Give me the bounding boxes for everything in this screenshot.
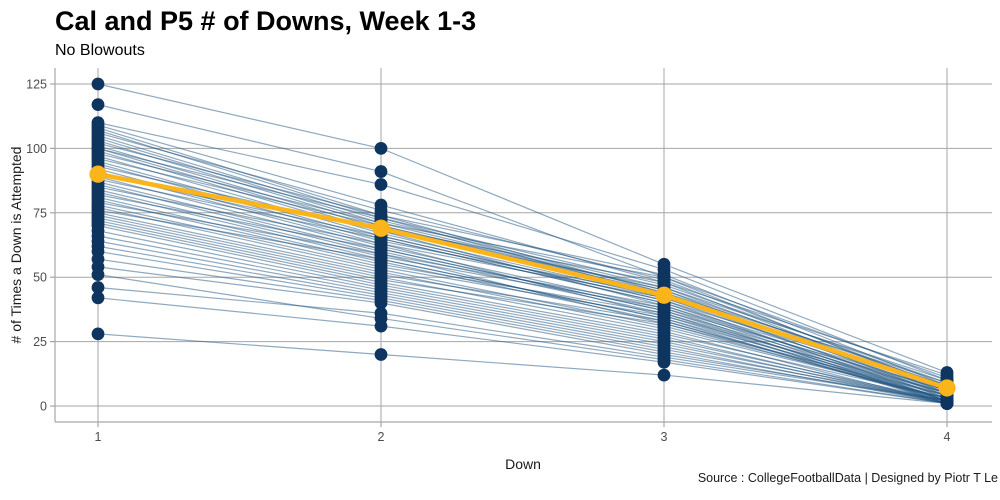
y-tick-label: 25: [33, 335, 47, 349]
y-axis-title: # of Times a Down is Attempted: [8, 146, 24, 344]
y-tick-label: 100: [26, 142, 47, 156]
axis-ticks: [50, 83, 948, 427]
x-tick-label: 3: [661, 430, 668, 444]
y-tick-label: 75: [33, 206, 47, 220]
x-tick-label: 1: [95, 430, 102, 444]
chart-subtitle: No Blowouts: [55, 42, 145, 59]
x-axis-title: Down: [505, 456, 541, 472]
y-tick-label: 0: [40, 400, 47, 414]
chart-title: Cal and P5 # of Downs, Week 1-3: [55, 6, 477, 36]
series-lines: [97, 83, 948, 405]
highlight-line: [97, 171, 948, 391]
y-tick-label: 125: [26, 78, 47, 92]
x-tick-label: 2: [378, 430, 385, 444]
y-tick-label: 50: [33, 271, 47, 285]
highlight-points: [89, 165, 956, 397]
source-caption: Source : CollegeFootballData | Designed …: [697, 471, 998, 485]
x-tick-label: 4: [944, 430, 951, 444]
tick-labels: 1 2 3 4 0 25 50 75 100 125: [26, 78, 950, 445]
axis-lines: [54, 68, 992, 423]
